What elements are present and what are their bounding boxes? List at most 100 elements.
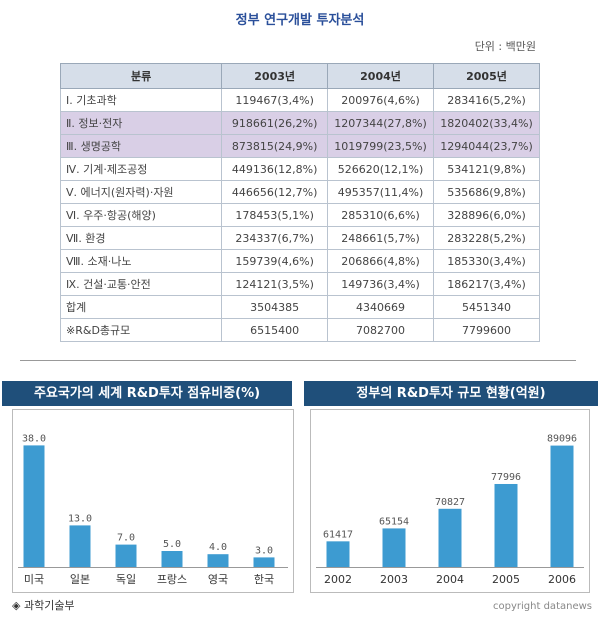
cell-2003: 446656(12,7%) — [221, 180, 329, 204]
row-label: Ⅵ. 우주·항공(해양) — [59, 203, 223, 227]
cell-2004: 149736(3,4%) — [327, 272, 435, 296]
data-label: 65154 — [379, 516, 409, 527]
table-row: Ⅷ. 소재·나노 159739(4,6%) 206866(4,8%) 185330(3… — [59, 249, 540, 273]
cell-2005: 185330(3,4%) — [433, 249, 540, 273]
bar — [494, 483, 518, 567]
chart1-title: 주요국가의 세계 R&D투자 점유비중(%) — [2, 381, 292, 406]
category-label: 2003 — [380, 573, 408, 586]
cell-2005: 1294044(23,7%) — [433, 134, 540, 158]
cell-2003: 124121(3,5%) — [221, 272, 329, 296]
category-label: 2004 — [436, 573, 464, 586]
cell-2004: 206866(4,8%) — [327, 249, 435, 273]
cell-2003: 234337(6,7%) — [221, 226, 329, 250]
category-label: 미국 — [24, 573, 44, 586]
data-label: 89096 — [547, 434, 577, 445]
section-divider — [20, 360, 576, 361]
bar — [550, 445, 574, 567]
category-label: 2002 — [324, 573, 352, 586]
table-row: Ⅰ. 기초과학 119467(3,4%) 200976(4,6%) 283416(5,… — [59, 88, 540, 112]
page-title: 정부 연구개발 투자분석 — [235, 13, 365, 28]
category-label: 독일 — [116, 572, 136, 586]
cell-2005: 534121(9,8%) — [433, 157, 540, 181]
table-row: Ⅱ. 정보·전자 918661(26,2%) 1207344(27,8%) 18204… — [59, 111, 540, 135]
copyright-label: copyright datanews — [493, 601, 592, 612]
cell-2003: 873815(24,9%) — [221, 134, 329, 158]
data-label: 38.0 — [22, 433, 46, 444]
category-label: 일본 — [70, 572, 90, 586]
cell-2005: 328896(6,0%) — [433, 203, 540, 227]
bar — [253, 557, 275, 567]
category-label: 2005 — [492, 573, 520, 586]
rd-investment-table: 분류 2003년 2004년 2005년 Ⅰ. 기초과학 119467(3,4%)… — [59, 63, 540, 342]
bar — [207, 554, 229, 567]
data-label: 77996 — [491, 472, 521, 483]
table-header-row: 분류 2003년 2004년 2005년 — [59, 63, 540, 89]
table-row: ※R&D총규모 6515400 7082700 7799600 — [59, 318, 540, 342]
header-2003: 2003년 — [221, 63, 329, 89]
category-label: 한국 — [254, 573, 274, 586]
data-label: 4.0 — [209, 542, 227, 553]
bar — [438, 508, 462, 567]
cell-2003: 178453(5,1%) — [221, 203, 329, 227]
bar — [115, 544, 137, 567]
cell-2003: 918661(26,2%) — [221, 111, 329, 135]
category-label: 2006 — [548, 573, 576, 586]
cell-2003: 159739(4,6%) — [221, 249, 329, 273]
header-category: 분류 — [59, 63, 223, 89]
cell-2004: 285310(6,6%) — [327, 203, 435, 227]
cell-2005: 283416(5,2%) — [433, 88, 540, 112]
cell-2004: 526620(12,1%) — [327, 157, 435, 181]
cell-2003: 6515400 — [221, 318, 329, 342]
table-row: Ⅲ. 생명공학 873815(24,9%) 1019799(23,5%) 129404… — [59, 134, 540, 158]
gov-rd-bar-chart: 61417 2002 65154 2003 70827 2004 77996 2005 8909… — [316, 434, 584, 586]
data-label: 70827 — [435, 497, 465, 508]
table-row: Ⅶ. 환경 234337(6,7%) 248661(5,7%) 283228(5,2%… — [59, 226, 540, 250]
chart2-title: 정부의 R&D투자 규모 현황(억원) — [304, 381, 598, 406]
cell-2004: 248661(5,7%) — [327, 226, 435, 250]
cell-2003: 3504385 — [221, 295, 329, 319]
header-2005: 2005년 — [433, 63, 540, 89]
bar — [23, 445, 45, 567]
table-row: Ⅳ. 기계·제조공정 449136(12,8%) 526620(12,1%) 5341… — [59, 157, 540, 181]
data-label: 5.0 — [163, 539, 181, 550]
country-share-bar-chart: 38.0 미국 13.0 일본 7.0 독일 5.0 프랑스 4.0 영국 3.0 한국 — [18, 433, 288, 586]
table-row: Ⅴ. 에너지(원자력)·자원 446656(12,7%) 495357(11,4%)… — [59, 180, 540, 204]
cell-2004: 7082700 — [327, 318, 435, 342]
source-label: ◈ 과학기술부 — [12, 599, 75, 612]
cell-2004: 4340669 — [327, 295, 435, 319]
cell-2005: 5451340 — [433, 295, 540, 319]
chart1-frame — [12, 409, 294, 593]
data-label: 3.0 — [255, 545, 273, 556]
row-label: Ⅴ. 에너지(원자력)·자원 — [59, 180, 223, 204]
cell-2005: 535686(9,8%) — [433, 180, 540, 204]
cell-2004: 495357(11,4%) — [327, 180, 435, 204]
category-label: 프랑스 — [157, 573, 187, 586]
cell-2004: 1019799(23,5%) — [327, 134, 435, 158]
table-row: Ⅵ. 우주·항공(해양) 178453(5,1%) 285310(6,6%) 3288… — [59, 203, 540, 227]
table-row: Ⅸ. 건설·교통·안전 124121(3,5%) 149736(3,4%) 18621… — [59, 272, 540, 296]
category-label: 영국 — [208, 573, 228, 586]
row-label: Ⅰ. 기초과학 — [59, 88, 223, 112]
cell-2005: 1820402(33,4%) — [433, 111, 540, 135]
row-label: ※R&D총규모 — [59, 318, 223, 342]
bar — [326, 541, 350, 567]
bar — [69, 525, 91, 567]
cell-2004: 1207344(27,8%) — [327, 111, 435, 135]
cell-2005: 283228(5,2%) — [433, 226, 540, 250]
data-label: 13.0 — [68, 513, 92, 524]
row-label: Ⅷ. 소재·나노 — [59, 249, 223, 273]
row-label: Ⅳ. 기계·제조공정 — [59, 157, 223, 181]
header-2004: 2004년 — [327, 63, 435, 89]
bar — [382, 528, 406, 567]
bar — [161, 551, 183, 567]
row-label: Ⅶ. 환경 — [59, 226, 223, 250]
cell-2005: 7799600 — [433, 318, 540, 342]
row-label: 합계 — [59, 295, 223, 319]
data-label: 61417 — [323, 529, 353, 540]
cell-2004: 200976(4,6%) — [327, 88, 435, 112]
cell-2003: 119467(3,4%) — [221, 88, 329, 112]
unit-label: 단위 : 백만원 — [474, 40, 536, 53]
data-label: 7.0 — [117, 533, 135, 544]
row-label: Ⅸ. 건설·교통·안전 — [59, 272, 223, 296]
row-label: Ⅱ. 정보·전자 — [59, 111, 223, 135]
